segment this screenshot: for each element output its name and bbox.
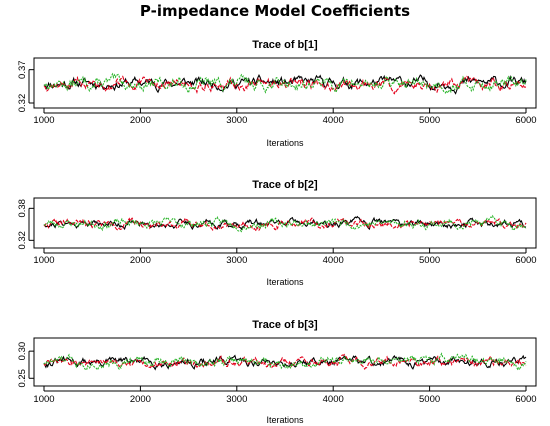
x-tick-label: 4000 xyxy=(323,255,344,266)
x-tick-label: 4000 xyxy=(323,394,344,405)
x-tick-label: 2000 xyxy=(130,255,151,266)
x-axis-label: Iterations xyxy=(266,415,304,425)
trace-panel-b2: Trace of b[2] 1000 2000 3000 4000 5000 6000 0.3… xyxy=(17,179,537,287)
trace-chain-3 xyxy=(44,72,527,95)
panel-title: Trace of b[3] xyxy=(252,319,318,331)
x-tick-label: 1000 xyxy=(33,115,54,126)
x-axis-label: Iterations xyxy=(266,277,304,287)
y-tick-label: 0.30 xyxy=(17,342,28,361)
x-tick-label: 1000 xyxy=(33,255,54,266)
trace-chain-3 xyxy=(43,352,527,371)
y-tick-label: 0.32 xyxy=(17,94,28,113)
x-axis-label: Iterations xyxy=(266,138,304,148)
x-tick-label: 2000 xyxy=(130,394,151,405)
trace-panel-b3: Trace of b[3] 1000 2000 3000 4000 5000 6000 0.2… xyxy=(17,319,537,425)
y-tick-label: 0.38 xyxy=(17,199,28,218)
x-tick-label: 3000 xyxy=(226,394,247,405)
panel-title: Trace of b[2] xyxy=(252,179,318,191)
x-tick-label: 6000 xyxy=(515,394,536,405)
plot-frame xyxy=(33,197,537,249)
plot-frame xyxy=(33,57,537,109)
x-tick-label: 3000 xyxy=(226,255,247,266)
trace-chain-2 xyxy=(43,217,527,233)
panel-title: Trace of b[1] xyxy=(252,39,318,51)
y-tick-label: 0.25 xyxy=(17,369,28,388)
x-tick-label: 5000 xyxy=(419,255,440,266)
x-tick-label: 6000 xyxy=(515,115,536,126)
x-tick-label: 5000 xyxy=(419,394,440,405)
trace-chain-1 xyxy=(43,354,527,371)
x-tick-label: 3000 xyxy=(226,115,247,126)
plot-frame xyxy=(33,337,537,387)
trace-chain-1 xyxy=(43,73,527,95)
x-tick-label: 2000 xyxy=(130,115,151,126)
y-tick-label: 0.32 xyxy=(17,231,28,250)
trace-chain-1 xyxy=(43,215,527,231)
y-tick-label: 0.37 xyxy=(17,60,28,79)
trace-chain-2 xyxy=(43,353,527,370)
trace-chain-2 xyxy=(43,75,527,95)
figure-title: P-impedance Model Coefficients xyxy=(140,2,410,20)
trace-panel-b1: Trace of b[1] 1000 2000 3000 4000 5000 6000 0.3… xyxy=(17,39,537,148)
x-tick-label: 6000 xyxy=(515,255,536,266)
x-tick-label: 5000 xyxy=(419,115,440,126)
x-tick-label: 1000 xyxy=(33,394,54,405)
trace-chain-3 xyxy=(43,214,527,233)
x-tick-label: 4000 xyxy=(323,115,344,126)
